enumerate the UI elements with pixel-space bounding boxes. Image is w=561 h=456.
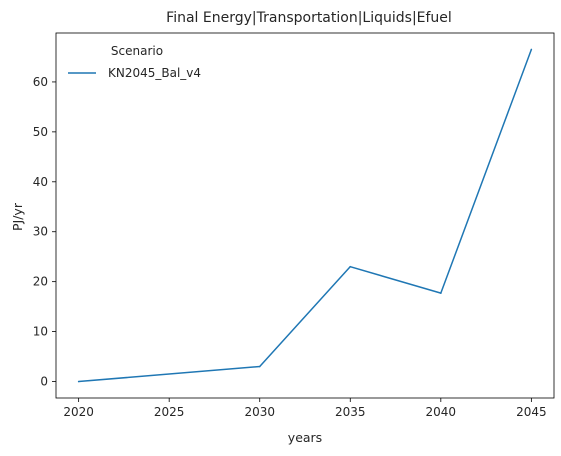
- y-tick-label: 10: [33, 325, 48, 339]
- y-axis-label: PJ/yr: [10, 202, 25, 231]
- y-tick-label: 60: [33, 75, 48, 89]
- x-tick-label: 2030: [244, 405, 275, 419]
- chart-title: Final Energy|Transportation|Liquids|Efue…: [166, 10, 452, 26]
- plot-frame: [55, 32, 555, 399]
- y-tick-label: 40: [33, 175, 48, 189]
- x-tick-label: 2040: [426, 405, 457, 419]
- legend-title: Scenario: [111, 44, 163, 58]
- x-tick-label: 2035: [335, 405, 366, 419]
- y-tick-label: 20: [33, 275, 48, 289]
- x-tick-label: 2025: [154, 405, 185, 419]
- x-tick-label: 2045: [516, 405, 547, 419]
- legend-label: KN2045_Bal_v4: [108, 66, 201, 80]
- y-tick-label: 0: [40, 375, 48, 389]
- data-point: [349, 265, 352, 268]
- y-tick-label: 30: [33, 225, 48, 239]
- y-tick-label: 50: [33, 125, 48, 139]
- legend: Scenario KN2045_Bal_v4: [68, 44, 201, 80]
- x-tick-label: 2020: [63, 405, 94, 419]
- data-point: [77, 380, 80, 383]
- data-point: [530, 48, 533, 51]
- data-point: [258, 365, 261, 368]
- series-layer: [77, 48, 533, 383]
- series-line: [78, 49, 533, 383]
- x-axis-label: years: [288, 430, 322, 445]
- data-point: [440, 292, 442, 294]
